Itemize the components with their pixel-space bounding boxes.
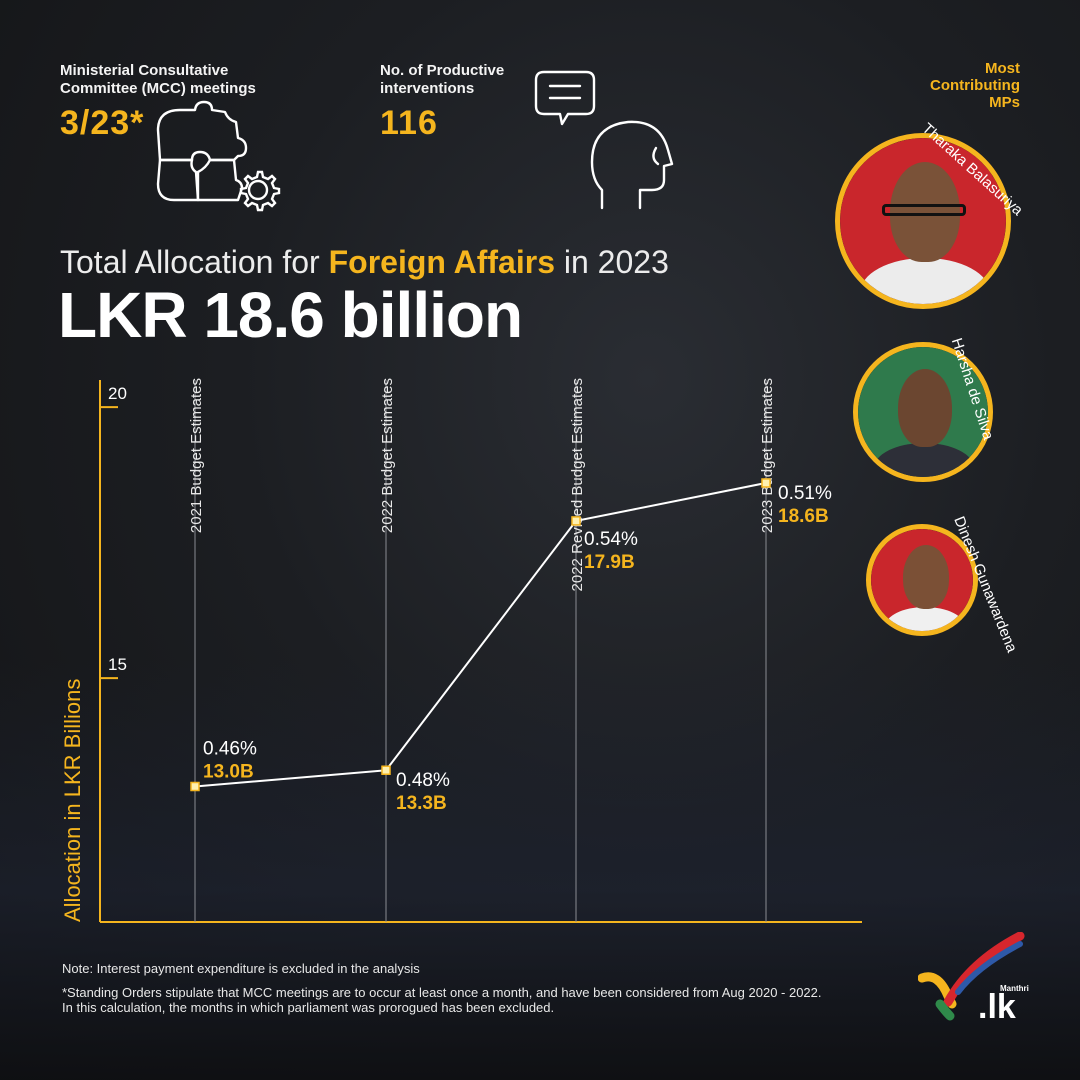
mcc-label: Ministerial Consultative Committee (MCC)… bbox=[60, 62, 300, 98]
value-label: 18.6B bbox=[778, 506, 829, 527]
mcc-value: 3/23* bbox=[60, 104, 145, 142]
mp-avatar-3 bbox=[866, 524, 978, 636]
category-label: 2021 Budget Estimates bbox=[188, 378, 205, 533]
background-shade bbox=[0, 660, 1080, 1080]
y-tick-label: 20 bbox=[108, 384, 127, 403]
category-label: 2023 Budget Estimates bbox=[759, 378, 776, 533]
headline-post: in 2023 bbox=[554, 244, 669, 280]
mp-title-line-2: Contributing bbox=[930, 77, 1020, 94]
most-contributing-mps-title: Most Contributing MPs bbox=[880, 60, 1020, 111]
mcc-label-line-2: Committee (MCC) meetings bbox=[60, 80, 256, 97]
total-allocation-amount: LKR 18.6 billion bbox=[58, 279, 523, 351]
logo-sub-text: Manthri bbox=[1000, 984, 1029, 993]
series-line bbox=[194, 481, 767, 788]
value-label: 17.9B bbox=[584, 552, 635, 573]
category-label: 2022 Revised Budget Estimates bbox=[569, 378, 586, 591]
mp-avatar-1 bbox=[835, 133, 1011, 309]
mcc-label-line-1: Ministerial Consultative bbox=[60, 62, 229, 79]
note-line-3: In this calculation, the months in which… bbox=[62, 1000, 555, 1015]
interventions-label-line-1: No. of Productive bbox=[380, 62, 505, 79]
headline-pre: Total Allocation for bbox=[60, 244, 329, 280]
interventions-stat: No. of Productive interventions 116 bbox=[380, 62, 540, 143]
data-point bbox=[381, 765, 391, 775]
speech-head-icon bbox=[534, 70, 674, 210]
percent-label: 0.51% bbox=[778, 483, 832, 504]
footnotes: Note: Interest payment expenditure is ex… bbox=[62, 961, 822, 1015]
interventions-value: 116 bbox=[380, 104, 438, 142]
interventions-label: No. of Productive interventions bbox=[380, 62, 540, 98]
value-label: 13.3B bbox=[396, 793, 447, 814]
percent-label: 0.46% bbox=[203, 739, 257, 760]
y-tick-label: 15 bbox=[108, 655, 127, 674]
headline: Total Allocation for Foreign Affairs in … bbox=[60, 244, 669, 281]
headline-highlight: Foreign Affairs bbox=[328, 244, 555, 280]
allocation-line-chart: Allocation in LKR Billions 15 20 2021 Budge… bbox=[60, 378, 862, 923]
mp-title-line-1: Most bbox=[985, 60, 1020, 77]
value-label: 13.0B bbox=[203, 762, 254, 783]
note-line-1: Note: Interest payment expenditure is ex… bbox=[62, 961, 420, 976]
mp-avatar-2 bbox=[853, 342, 993, 482]
category-label: 2022 Budget Estimates bbox=[379, 378, 396, 533]
logo-main-text: .lk bbox=[978, 988, 1016, 1026]
data-point bbox=[761, 478, 771, 488]
data-point bbox=[571, 516, 581, 526]
mp-title-line-3: MPs bbox=[989, 94, 1020, 111]
data-point bbox=[190, 781, 200, 792]
percent-label: 0.48% bbox=[396, 770, 450, 791]
interventions-label-line-2: interventions bbox=[380, 80, 475, 97]
percent-label: 0.54% bbox=[584, 529, 638, 550]
y-axis-label: Allocation in LKR Billions bbox=[60, 679, 85, 922]
mcc-meetings-stat: Ministerial Consultative Committee (MCC)… bbox=[60, 62, 300, 143]
note-line-2: *Standing Orders stipulate that MCC meet… bbox=[62, 985, 822, 1000]
manthri-logo-icon bbox=[918, 932, 1025, 1021]
puzzle-gear-icon bbox=[156, 100, 281, 212]
